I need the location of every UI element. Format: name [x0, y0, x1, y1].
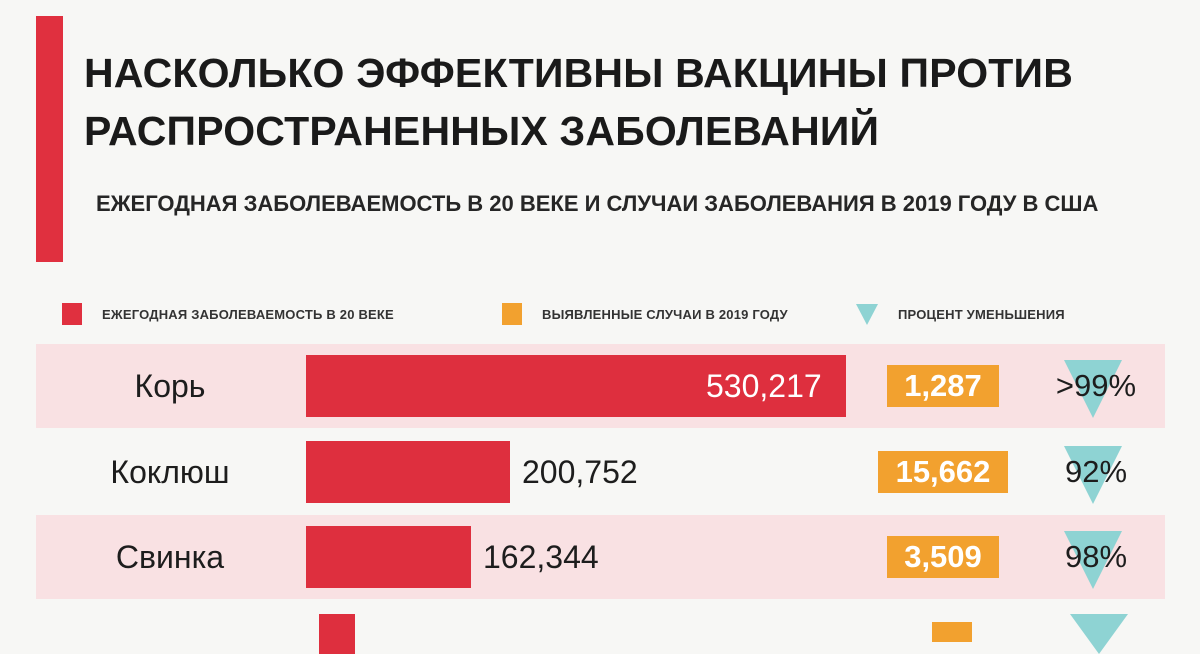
- partial-reduction-icon: [1070, 614, 1128, 654]
- partial-bar: [319, 614, 355, 654]
- legend: ЕЖЕГОДНАЯ ЗАБОЛЕВАЕМОСТЬ В 20 ВЕКЕ ВЫЯВЛ…: [0, 299, 1200, 329]
- incidence-bar: [306, 441, 510, 503]
- table-row: Корь 530,217 1,287 >99%: [36, 344, 1165, 428]
- legend-red-square-icon: [62, 303, 82, 325]
- reduction-percent: >99%: [1055, 368, 1137, 403]
- incidence-value: 162,344: [483, 538, 599, 575]
- reduction-triangle-icon: [1064, 531, 1122, 589]
- cases-2019-box: 1,287: [887, 365, 999, 407]
- category-label: Свинка: [115, 538, 225, 575]
- accent-bar: [36, 16, 63, 262]
- incidence-value: 200,752: [522, 453, 638, 490]
- cases-2019-box: 3,509: [887, 536, 999, 578]
- cases-2019-box: 15,662: [878, 451, 1008, 493]
- chart-subtitle: ЕЖЕГОДНАЯ ЗАБОЛЕВАЕМОСТЬ В 20 ВЕКЕ И СЛУ…: [96, 191, 1099, 216]
- reduction-percent: 92%: [1064, 454, 1128, 489]
- reduction-triangle-icon: [1064, 446, 1122, 504]
- reduction-percent: 98%: [1064, 539, 1128, 574]
- partial-case-box: [932, 622, 972, 642]
- table-row: Коклюш 200,752 15,662 92%: [36, 430, 1165, 514]
- legend-item-reduction: ПРОЦЕНТ УМЕНЬШЕНИЯ: [856, 299, 1065, 329]
- legend-item-2019-cases: ВЫЯВЛЕННЫЕ СЛУЧАИ В 2019 ГОДУ: [502, 299, 788, 329]
- page-title: НАСКОЛЬКО ЭФФЕКТИВНЫ ВАКЦИНЫ ПРОТИВ РАСП…: [84, 50, 1074, 154]
- table-row: Свинка 162,344 3,509 98%: [36, 515, 1165, 599]
- incidence-value: 530,217: [706, 367, 822, 404]
- reduction-triangle-icon: [1064, 360, 1122, 418]
- incidence-bar: [306, 526, 471, 588]
- category-label: Корь: [134, 367, 206, 404]
- category-label: Коклюш: [110, 453, 230, 490]
- partial-row: [36, 598, 1165, 654]
- legend-label: ПРОЦЕНТ УМЕНЬШЕНИЯ: [898, 306, 1065, 322]
- legend-label: ЕЖЕГОДНАЯ ЗАБОЛЕВАЕМОСТЬ В 20 ВЕКЕ: [102, 306, 394, 322]
- legend-orange-square-icon: [502, 303, 522, 325]
- legend-label: ВЫЯВЛЕННЫЕ СЛУЧАИ В 2019 ГОДУ: [542, 306, 788, 322]
- legend-down-triangle-icon: [856, 303, 878, 325]
- legend-item-20th-century: ЕЖЕГОДНАЯ ЗАБОЛЕВАЕМОСТЬ В 20 ВЕКЕ: [62, 299, 394, 329]
- incidence-bar: [306, 355, 846, 417]
